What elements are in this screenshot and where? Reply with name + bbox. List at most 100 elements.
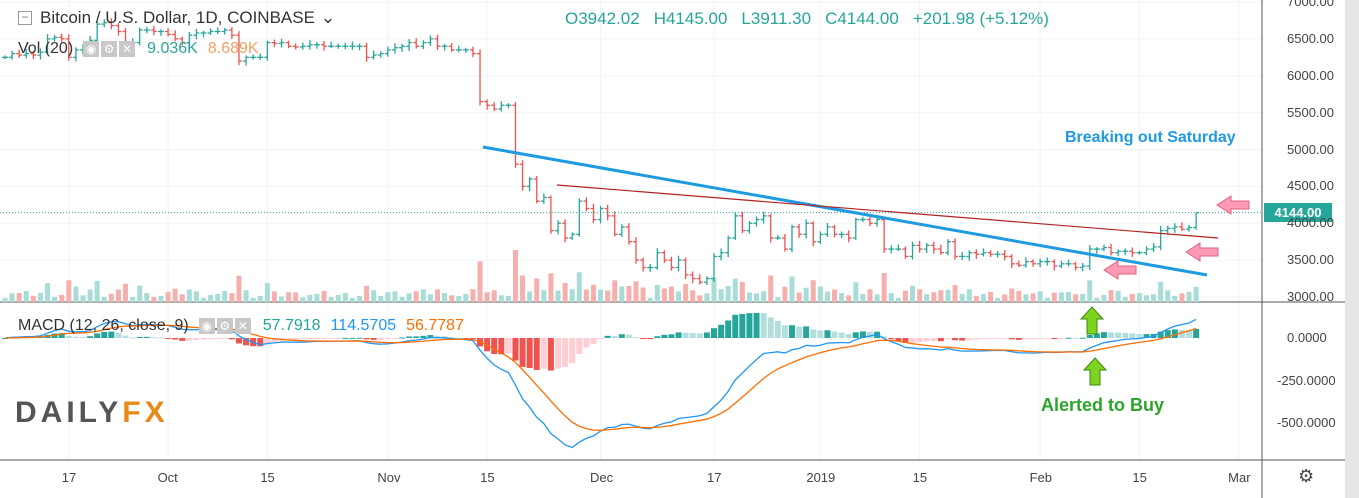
volume-bar [1136,293,1142,302]
macd-histogram-bar [732,314,739,338]
close-value: C4144.00 [825,9,899,28]
close-icon[interactable]: ✕ [119,41,136,57]
volume-label[interactable]: Vol (20) [18,40,74,57]
volume-bar [172,288,178,302]
macd-histogram-bar [434,335,441,338]
ohlc-bar [257,53,264,61]
gear-icon[interactable]: ⚙ [101,41,118,57]
symbol-header[interactable]: − Bitcoin / U.S. Dollar, 1D, COINBASE ⌄ [18,8,335,28]
volume-bar [165,291,171,302]
gear-icon[interactable]: ⚙ [216,318,233,334]
macd-histogram-bar [888,338,895,340]
macd-histogram-bar [335,338,342,339]
macd-histogram-bar [292,338,299,340]
macd-histogram-bar [1001,338,1008,339]
volume-bar [463,294,469,302]
ohlc-bar [866,215,873,227]
volume-bar [505,296,511,302]
ohlc-bar [349,41,356,50]
ohlc-bar [1122,248,1129,256]
volume-bar [1094,298,1100,302]
ohlc-bar [16,49,23,58]
ohlc-bar [335,43,342,49]
macd-histogram-bar [1022,338,1029,340]
volume-bar [839,293,845,302]
ohlc-bar [633,237,640,264]
ohlc-bar [1001,249,1008,261]
volume-bar [640,287,646,302]
volume-bar [1080,293,1086,302]
volume-value: 9.036K [147,40,198,57]
macd-histogram-bar [703,332,710,338]
volume-bar [470,289,476,302]
eye-icon[interactable]: ◉ [198,318,215,334]
macd-histogram-bar [1115,332,1122,338]
low-value: L3911.30 [741,9,812,28]
ohlc-bar [994,250,1001,258]
macd-histogram-bar [271,338,278,343]
volume-bar [888,293,894,302]
volume-bar [16,292,22,302]
macd-histogram-bar [1143,334,1150,338]
volume-bar [761,291,767,302]
ohlc-bar [1037,258,1044,268]
volume-bar [1023,294,1029,302]
macd-histogram-bar [214,338,221,340]
time-tick-label: 15 [1132,470,1147,485]
macd-histogram-bar [2,338,8,339]
price-tick-label: 6500.00 [1287,30,1334,46]
macd-tick-label: -500.0000 [1277,415,1336,430]
volume-bar [541,290,547,302]
macd-histogram-bar [796,326,803,338]
volume-bar [988,291,994,302]
macd-histogram-bar [1136,334,1143,338]
macd-histogram-bar [718,324,725,338]
volume-bar [364,285,370,302]
volume-bar [186,289,192,302]
ohlc-bar [810,221,817,247]
macd-histogram-bar [122,335,129,338]
collapse-icon[interactable]: − [18,11,32,25]
ohlc-bar [930,241,937,254]
volume-bar [222,290,228,302]
macd-histogram-bar [108,331,115,338]
settings-gear-icon[interactable]: ⚙ [1298,466,1315,486]
ohlc-bar [221,27,228,35]
volume-bar [1129,293,1135,302]
ohlc-bar [9,50,16,60]
macd-histogram-bar [1093,333,1100,338]
price-tick-label: 6000.00 [1287,67,1334,83]
price-tick-label: 4500.00 [1287,178,1334,194]
ohlc-bar [1008,254,1015,269]
macd-histogram-bar [1008,338,1015,340]
volume-bar [895,298,901,302]
volume-bar [449,295,455,302]
macd-label[interactable]: MACD (12, 26, close, 9) [18,317,189,334]
time-tick-label: 15 [912,470,928,485]
symbol-title[interactable]: Bitcoin / U.S. Dollar, 1D, COINBASE [40,8,315,27]
eye-icon[interactable]: ◉ [83,41,100,57]
close-icon[interactable]: ✕ [234,318,251,334]
volume-bar [817,286,823,302]
macd-histogram-bar [611,335,618,338]
macd-histogram-bar [746,313,753,338]
ohlc-bar [597,205,604,224]
ohlc-bar [696,274,703,285]
ohlc-bar [23,48,30,59]
macd-histogram-bar [944,338,951,340]
volume-bar [498,295,504,302]
chevron-down-icon[interactable]: ⌄ [320,8,336,27]
ohlc-bar [101,19,108,28]
macd-histogram-bar [1129,333,1136,338]
macd-histogram-bar [129,337,136,339]
logo-left: DAILY [15,396,123,429]
macd-histogram-bar [519,338,526,367]
macd-histogram-bar [58,333,65,338]
volume-bar [420,289,426,302]
ohlc-bar [781,233,788,252]
ohlc-bar [1022,257,1029,268]
ohlc-bar [165,28,172,37]
volume-bar [491,290,497,302]
volume-bar [512,250,518,302]
